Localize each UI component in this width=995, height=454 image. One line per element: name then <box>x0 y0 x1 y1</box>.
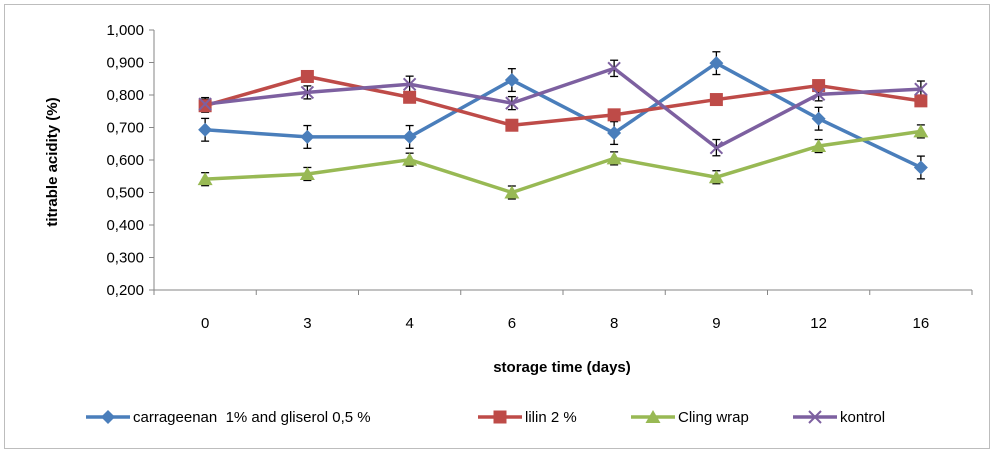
chart-frame <box>4 4 990 449</box>
data-point-1 <box>811 111 826 126</box>
data-point-4 <box>198 97 212 111</box>
data-point-2 <box>198 99 212 113</box>
legend-marker-1 <box>101 410 115 424</box>
data-point-1 <box>402 129 417 144</box>
data-point-3 <box>402 152 418 166</box>
data-point-1 <box>198 122 213 137</box>
data-point-4 <box>811 87 826 102</box>
data-point-4 <box>607 61 621 76</box>
y-tick-label: 0,900 <box>106 55 144 72</box>
data-point-1 <box>607 126 622 141</box>
legend-label-1: carrageenan 1% and gliserol 0,5 % <box>133 409 371 426</box>
data-point-2 <box>812 79 826 93</box>
x-tick-label: 0 <box>201 315 209 332</box>
x-tick-label: 6 <box>508 315 516 332</box>
data-point-3 <box>606 151 622 165</box>
data-point-3 <box>913 124 929 138</box>
legend-marker-3 <box>645 410 661 423</box>
x-tick-label: 9 <box>712 315 720 332</box>
data-point-4 <box>300 85 315 100</box>
legend: carrageenan 1% and gliserol 0,5 % lilin 2… <box>86 409 885 426</box>
data-point-1 <box>913 160 928 175</box>
data-point-3 <box>708 170 724 184</box>
data-point-4 <box>505 96 519 110</box>
data-point-3 <box>197 172 213 186</box>
data-point-3 <box>811 139 827 153</box>
legend-marker-2 <box>493 410 507 424</box>
data-point-4 <box>709 140 724 155</box>
y-tick-label: 0,400 <box>106 217 144 234</box>
x-tick-label: 16 <box>913 315 930 332</box>
legend-label-4: kontrol <box>840 409 885 426</box>
y-tick-label: 0,200 <box>106 282 144 299</box>
series-line-2 <box>204 74 922 127</box>
y-tick-label: 1,000 <box>106 22 144 39</box>
y-axis-title: titrable acidity (%) <box>44 97 61 226</box>
data-point-2 <box>403 90 417 104</box>
data-point-4 <box>402 77 417 91</box>
y-tick-label: 0,300 <box>106 250 144 267</box>
y-tick-label: 0,800 <box>106 87 144 104</box>
data-point-4 <box>914 82 928 96</box>
data-point-2 <box>505 118 519 132</box>
data-point-1 <box>504 73 519 88</box>
series-line-1 <box>205 61 922 170</box>
x-axis-title: storage time (days) <box>493 359 631 376</box>
data-point-3 <box>504 185 520 199</box>
y-tick-label: 0,700 <box>106 120 144 137</box>
series-line-3 <box>205 129 922 195</box>
data-point-2 <box>709 93 723 107</box>
series-line-4 <box>204 66 921 150</box>
data-point-1 <box>300 129 315 144</box>
legend-label-3: Cling wrap <box>678 409 749 426</box>
y-tick-label: 0,600 <box>106 152 144 169</box>
data-point-2 <box>914 94 928 108</box>
x-tick-label: 12 <box>810 315 827 332</box>
y-tick-label: 0,500 <box>106 185 144 202</box>
legend-marker-4 <box>808 410 822 424</box>
legend-label-2: lilin 2 % <box>525 409 577 426</box>
data-point-1 <box>709 56 724 71</box>
data-point-2 <box>607 108 621 122</box>
data-point-2 <box>300 69 314 83</box>
data-point-3 <box>299 166 315 180</box>
x-tick-label: 8 <box>610 315 618 332</box>
x-tick-label: 4 <box>405 315 413 332</box>
x-tick-label: 3 <box>303 315 311 332</box>
plot-area: 0,200 0,300 0,400 0,500 0,600 0,700 0,800 0,900… <box>106 22 973 332</box>
